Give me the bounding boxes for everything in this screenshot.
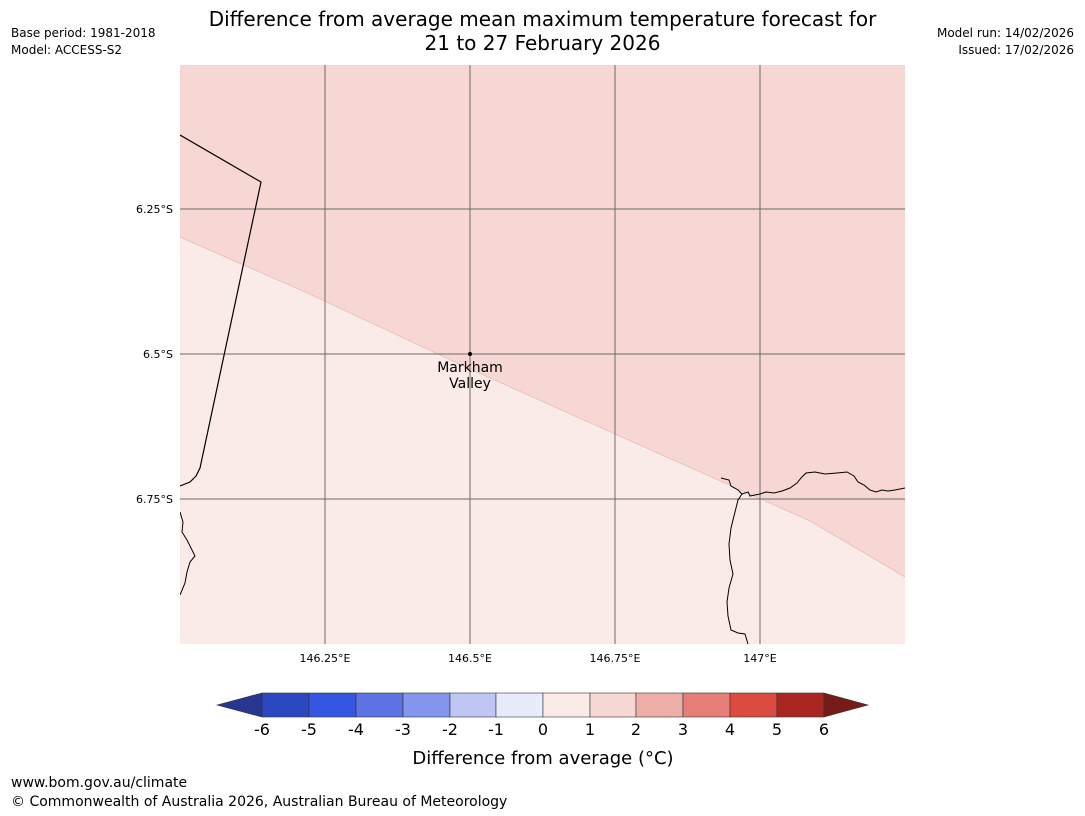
colorbar-ticks: -6 -5 -4 -3 -2 -1 0 1 2 3 4 5 6 bbox=[254, 720, 829, 739]
colorbar-tick-label: -5 bbox=[301, 720, 317, 739]
colorbar-tick-label: 3 bbox=[678, 720, 688, 739]
colorbar-bin bbox=[495, 692, 544, 718]
meta-left: Base period: 1981-2018 Model: ACCESS-S2 bbox=[11, 25, 156, 59]
lon-label: 146.5°E bbox=[448, 652, 492, 665]
footer-copyright: © Commonwealth of Australia 2026, Austra… bbox=[11, 794, 508, 810]
title-line-1: Difference from average mean maximum tem… bbox=[208, 7, 877, 31]
lon-label: 146.75°E bbox=[590, 652, 641, 665]
longitude-labels: 146.25°E 146.5°E 146.75°E 147°E bbox=[300, 652, 777, 665]
title-line-2: 21 to 27 February 2026 bbox=[424, 31, 661, 55]
colorbar-tick-label: -3 bbox=[395, 720, 411, 739]
coastline-west bbox=[180, 511, 196, 596]
place-label-line-2: Valley bbox=[449, 376, 491, 392]
colorbar-bin bbox=[776, 692, 825, 718]
colorbar-tick-label: 5 bbox=[772, 720, 782, 739]
border-line bbox=[180, 134, 262, 487]
colorbar-bin bbox=[589, 692, 637, 718]
lon-label: 147°E bbox=[743, 652, 776, 665]
colorbar-tick-label: -6 bbox=[254, 720, 270, 739]
colorbar-tick-label: 6 bbox=[819, 720, 829, 739]
footer-url: www.bom.gov.au/climate bbox=[11, 775, 188, 791]
lat-label: 6.75°S bbox=[136, 493, 173, 506]
map-figure: Markham Valley 6.25°S 6.5°S 6.75°S 146.2… bbox=[136, 65, 905, 769]
map-title: Difference from average mean maximum tem… bbox=[180, 7, 905, 55]
meta-right: Model run: 14/02/2026 Issued: 17/02/2026 bbox=[937, 25, 1074, 59]
lat-label: 6.25°S bbox=[136, 203, 173, 216]
colorbar-tick-label: -1 bbox=[488, 720, 504, 739]
colorbar-low-extension bbox=[215, 692, 263, 718]
contour-line bbox=[180, 236, 905, 578]
colorbar-bin bbox=[355, 692, 404, 718]
colorbar-tick-label: -2 bbox=[442, 720, 458, 739]
colorbar bbox=[215, 692, 870, 718]
place-label-line-1: Markham bbox=[437, 360, 503, 376]
base-period-text: Base period: 1981-2018 bbox=[11, 26, 156, 40]
colorbar-tick-label: 4 bbox=[725, 720, 735, 739]
colorbar-label: Difference from average (°C) bbox=[412, 748, 673, 769]
colorbar-bin bbox=[542, 692, 591, 718]
colorbar-bin bbox=[449, 692, 497, 718]
colorbar-bin bbox=[308, 692, 357, 718]
colorbar-high-extension bbox=[823, 692, 870, 718]
colorbar-bin bbox=[729, 692, 778, 718]
colorbar-bin bbox=[402, 692, 451, 718]
coastline-east bbox=[720, 471, 905, 497]
colorbar-bin bbox=[261, 692, 310, 718]
lat-label: 6.5°S bbox=[143, 348, 173, 361]
model-text: Model: ACCESS-S2 bbox=[11, 43, 123, 57]
river-line bbox=[726, 493, 749, 644]
gridlines bbox=[180, 65, 905, 644]
issued-text: Issued: 17/02/2026 bbox=[958, 43, 1074, 57]
colorbar-tick-label: 0 bbox=[538, 720, 548, 739]
markham-valley-marker bbox=[468, 352, 472, 356]
lon-label: 146.25°E bbox=[300, 652, 351, 665]
colorbar-tick-label: -4 bbox=[348, 720, 364, 739]
latitude-labels: 6.25°S 6.5°S 6.75°S bbox=[136, 203, 173, 506]
colorbar-bin bbox=[682, 692, 731, 718]
model-run-text: Model run: 14/02/2026 bbox=[936, 26, 1074, 40]
colorbar-tick-label: 1 bbox=[585, 720, 595, 739]
colorbar-bin bbox=[635, 692, 684, 718]
colorbar-tick-label: 2 bbox=[631, 720, 641, 739]
map-area: Markham Valley bbox=[180, 65, 905, 644]
region-1-to-2 bbox=[180, 65, 905, 577]
